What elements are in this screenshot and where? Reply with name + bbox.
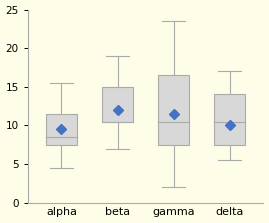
Bar	[214, 95, 245, 145]
Bar	[102, 87, 133, 122]
Bar	[46, 114, 77, 145]
Bar	[158, 75, 189, 145]
